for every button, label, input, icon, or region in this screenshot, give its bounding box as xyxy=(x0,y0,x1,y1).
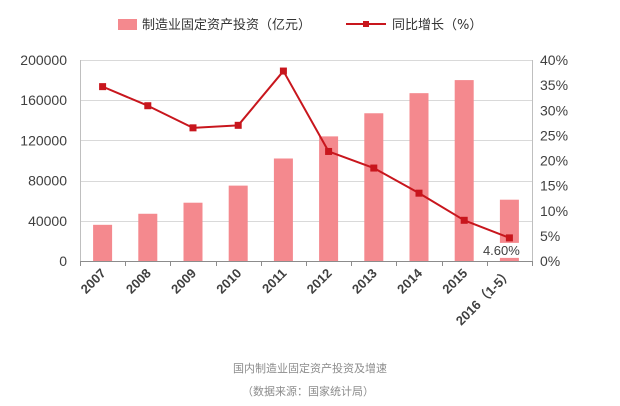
line-point xyxy=(144,102,152,110)
data-labels: 4.60% xyxy=(480,242,523,258)
line-point xyxy=(460,216,468,224)
bar xyxy=(409,93,429,261)
line-point xyxy=(189,124,197,132)
line-point xyxy=(370,164,378,172)
x-tick-label: 2011 xyxy=(259,266,290,297)
y2-tick-label: 20% xyxy=(540,153,568,169)
y-tick-label: 160000 xyxy=(20,92,67,108)
legend-line-marker xyxy=(363,21,369,27)
y2-tick-label: 30% xyxy=(540,102,568,118)
y-axis-right-labels: 0% 5% 10% 15% 20% 25% 30% 35% 40% xyxy=(540,52,568,269)
bar xyxy=(93,224,113,261)
x-tick-label: 2007 xyxy=(78,266,109,297)
x-axis-labels: 2007 2008 2009 2010 2011 2012 2013 2014 20152016… xyxy=(78,265,516,328)
y-tick-label: 200000 xyxy=(20,52,67,68)
data-label: 4.60% xyxy=(483,243,520,258)
y2-tick-label: 10% xyxy=(540,203,568,219)
legend-bar-label: 制造业固定资产投资（亿元） xyxy=(142,17,311,33)
y-tick-label: 40000 xyxy=(28,213,67,229)
y-tick-label: 80000 xyxy=(28,173,67,189)
legend: 制造业固定资产投资（亿元） 同比增长（%） xyxy=(118,17,482,33)
y-axis-left-labels: 0 40000 80000 120000 160000 200000 xyxy=(20,52,67,269)
bar xyxy=(138,213,158,261)
y-tick-label: 120000 xyxy=(20,132,67,148)
bar xyxy=(228,185,248,261)
x-tick-label: 2014 xyxy=(394,265,426,297)
line-point xyxy=(234,121,242,129)
line-point xyxy=(415,189,423,197)
chart-source: （数据来源：国家统计局） xyxy=(242,384,374,398)
bar xyxy=(319,136,339,261)
chart-title: 国内制造业固定资产投资及增速 xyxy=(233,361,387,375)
y2-tick-label: 0% xyxy=(540,253,560,269)
bar-series xyxy=(93,80,519,261)
x-tick-label: 2010 xyxy=(213,266,244,297)
bar xyxy=(273,158,293,261)
plot-area: 0 40000 80000 120000 160000 200000 0% 5% 10% 15% 2… xyxy=(20,52,568,328)
x-tick-label: 2012 xyxy=(304,266,335,297)
x-tick-label: 2008 xyxy=(123,266,154,297)
y2-tick-label: 15% xyxy=(540,178,568,194)
line-point xyxy=(325,147,333,155)
y2-tick-label: 35% xyxy=(540,77,568,93)
data-label-background xyxy=(480,242,523,258)
y2-tick-label: 40% xyxy=(540,52,568,68)
x-tick-label: 2009 xyxy=(168,266,199,297)
line-point xyxy=(505,234,513,242)
bar xyxy=(454,80,474,261)
y-tick-label: 0 xyxy=(59,253,67,269)
legend-line-label: 同比增长（%） xyxy=(392,18,482,33)
growth-line xyxy=(102,70,510,239)
bar xyxy=(364,113,384,261)
legend-bar-swatch xyxy=(118,19,137,30)
y2-tick-label: 25% xyxy=(540,127,568,143)
line-series xyxy=(99,67,513,242)
y2-tick-label: 5% xyxy=(540,228,560,244)
line-point xyxy=(279,67,287,75)
axes xyxy=(80,60,533,266)
bar xyxy=(183,202,203,261)
x-tick-label: 2013 xyxy=(349,266,380,297)
x-tick-label: 2015 xyxy=(439,266,470,297)
line-point xyxy=(99,83,107,91)
